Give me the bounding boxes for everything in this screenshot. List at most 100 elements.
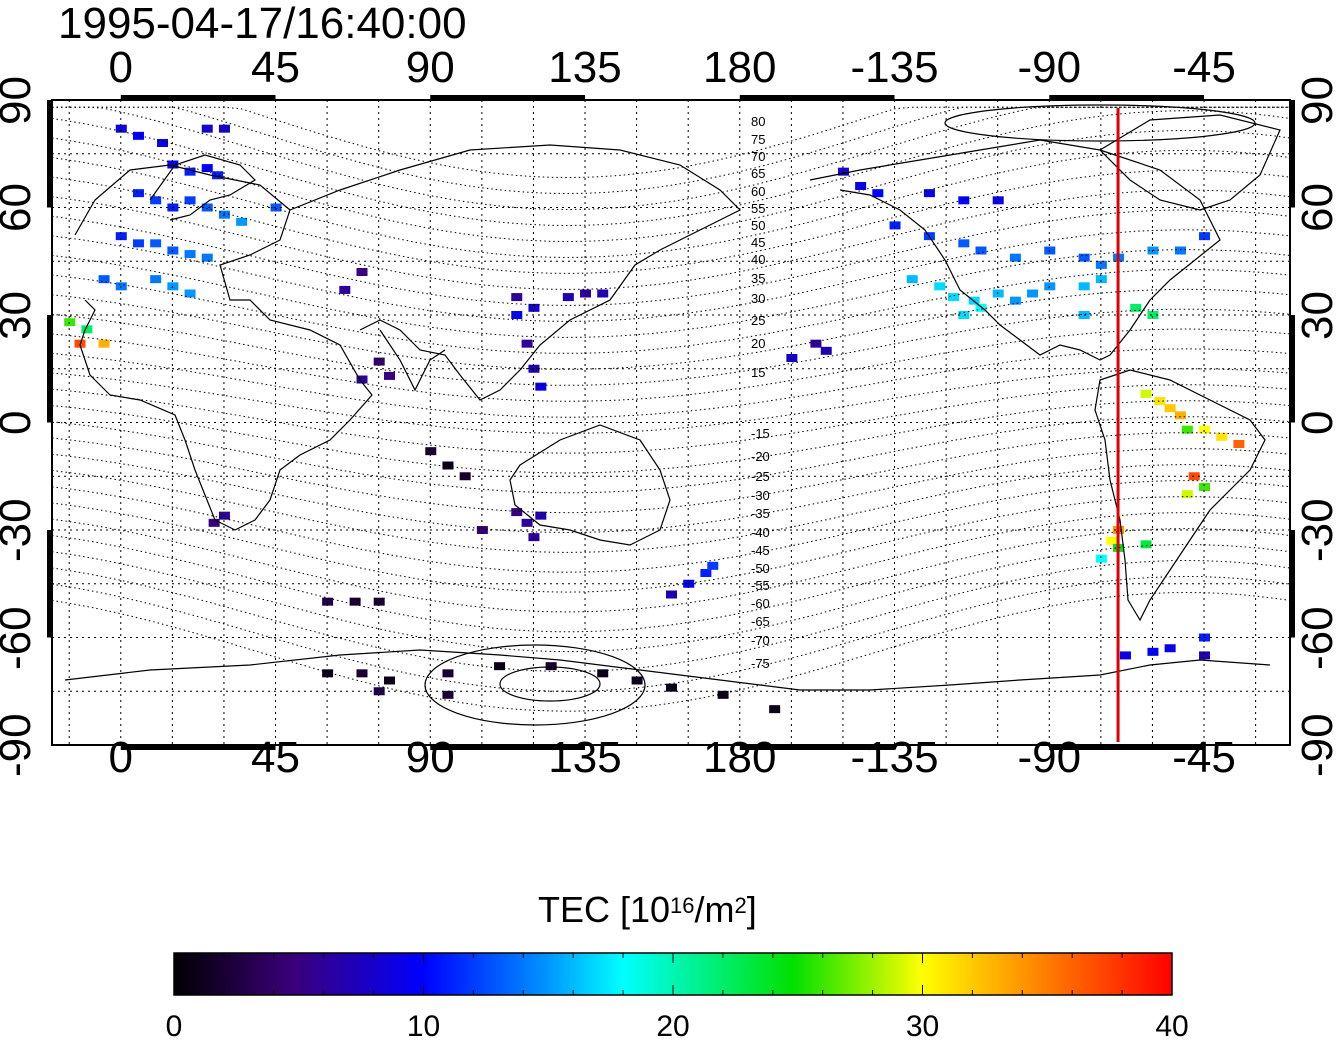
coastlines <box>64 104 1281 726</box>
tec-point <box>184 167 196 176</box>
contour-north-polar <box>944 104 1256 142</box>
magnetic-latitude-label: -40 <box>751 525 770 540</box>
longitude-tick-label: 90 <box>405 43 455 92</box>
tec-point <box>511 508 523 517</box>
coastline-india <box>379 329 446 392</box>
latitude-tick-label: -30 <box>0 498 40 562</box>
tec-point <box>184 250 196 259</box>
coastline-scandinavia <box>149 154 256 221</box>
tec-point <box>1199 232 1211 241</box>
tec-point <box>476 526 488 534</box>
coastline-south-america <box>1094 369 1266 622</box>
coastline-greenland <box>1099 114 1281 211</box>
tec-point <box>528 533 540 542</box>
latitude-tick-label: 0 <box>1293 410 1342 435</box>
tec-point <box>356 669 368 678</box>
magnetic-contour <box>51 249 1291 338</box>
colorbar-label: TEC [1016/m2] <box>538 889 757 930</box>
magnetic-contour <box>51 268 1291 354</box>
colorbar-tick-label: 30 <box>905 1010 940 1043</box>
tec-point <box>132 189 144 198</box>
magnetic-latitude-label: -15 <box>751 426 770 441</box>
magnetic-latitude-label: 65 <box>751 166 765 181</box>
tec-point <box>218 124 230 133</box>
tec-point <box>384 676 396 685</box>
tec-point <box>150 196 162 205</box>
magnetic-latitude-label: 75 <box>751 132 765 147</box>
magnetic-contour <box>51 591 1291 712</box>
magnetic-contour <box>52 106 1290 179</box>
tec-point <box>528 303 540 312</box>
tec-point <box>1130 303 1142 312</box>
latitude-tick-label: -90 <box>0 713 40 777</box>
magnetic-latitude-label: -25 <box>751 469 770 484</box>
longitude-tick-label: -45 <box>1172 733 1236 782</box>
tec-point <box>837 167 849 176</box>
magnetic-latitude-label: -50 <box>751 561 770 576</box>
longitude-tick-label: -90 <box>1017 43 1082 92</box>
tec-point <box>1199 425 1211 434</box>
tec-point <box>707 561 719 570</box>
magnetic-latitude-label: -60 <box>751 596 770 611</box>
tec-point <box>666 590 677 599</box>
latitude-tick-label: -90 <box>1293 713 1342 777</box>
magnetic-latitude-label: 50 <box>751 218 765 233</box>
tec-point <box>521 339 533 348</box>
longitude-tick-label: 0 <box>108 733 134 782</box>
tec-point <box>1027 289 1039 298</box>
tec-point <box>384 371 396 380</box>
tec-point <box>425 447 437 456</box>
magnetic-contour <box>51 543 1291 653</box>
magnetic-contour <box>51 448 1291 534</box>
tec-point <box>1154 397 1166 405</box>
tec-point <box>208 518 220 527</box>
tec-point <box>132 131 144 140</box>
magnetic-contour <box>51 432 1291 514</box>
coastline-north-america <box>809 139 1221 361</box>
magnetic-contour <box>51 209 1291 306</box>
tec-point <box>1216 432 1228 441</box>
tec-point <box>700 569 712 577</box>
tec-point <box>1009 253 1021 262</box>
tec-point <box>1147 311 1159 319</box>
tec-point <box>442 690 454 699</box>
tec-point <box>212 171 224 180</box>
tec-point <box>201 253 213 262</box>
magnetic-latitude-label: 80 <box>751 114 765 129</box>
tec-point <box>98 275 110 284</box>
magnetic-contour <box>52 106 1290 195</box>
longitude-tick-label: 180 <box>703 43 777 92</box>
coastline-asia <box>289 144 742 401</box>
longitude-tick-label: 45 <box>251 733 300 782</box>
tec-point <box>81 325 93 334</box>
longitude-tick-label: -135 <box>850 43 939 92</box>
tec-point <box>459 472 471 481</box>
magnetic-latitude-label: -30 <box>751 488 770 503</box>
tec-point <box>167 160 179 169</box>
colorbar-tick-marks <box>173 953 1173 995</box>
longitude-tick-label: -90 <box>1017 733 1082 782</box>
tec-point <box>132 239 144 248</box>
tec-point <box>1106 536 1118 545</box>
tec-point <box>934 282 946 291</box>
tec-point <box>157 139 169 147</box>
longitude-tick-label: 45 <box>251 43 300 92</box>
tec-point <box>201 164 213 173</box>
magnetic-latitude-label: 45 <box>751 235 765 250</box>
tec-point <box>201 203 213 212</box>
tec-point <box>958 196 970 205</box>
tec-point <box>1181 490 1193 499</box>
longitude-tick-label: 135 <box>548 43 622 92</box>
magnetic-latitude-label: 35 <box>751 271 765 286</box>
tec-point <box>373 357 385 366</box>
tec-point <box>562 293 574 302</box>
tec-point <box>115 232 127 241</box>
magnetic-contour <box>51 328 1291 402</box>
tec-point <box>717 690 729 699</box>
magnetic-latitude-label: 20 <box>751 336 765 351</box>
tec-point <box>1119 651 1131 660</box>
magnetic-latitude-label: 25 <box>751 313 765 328</box>
magnetic-contour <box>51 384 1291 454</box>
tec-point <box>373 597 385 606</box>
longitude-tick-label: 0 <box>108 43 134 92</box>
